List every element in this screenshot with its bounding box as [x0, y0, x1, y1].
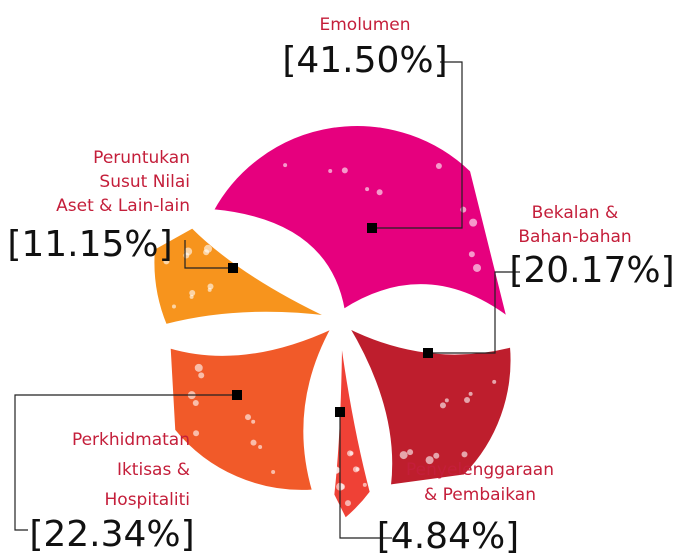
- decor-dot: [298, 493, 306, 501]
- decor-dot: [371, 496, 379, 504]
- decor-dot: [258, 445, 262, 449]
- decor-dot: [328, 169, 332, 173]
- decor-dot: [514, 352, 522, 360]
- decor-dot: [469, 392, 473, 396]
- decor-dot: [283, 163, 287, 167]
- decor-dot: [377, 442, 385, 450]
- decor-dot: [356, 467, 360, 471]
- decor-dot: [205, 326, 209, 330]
- decor-dot: [328, 449, 336, 457]
- decor-dot: [345, 500, 351, 506]
- decor-dot: [219, 182, 227, 190]
- decor-dot: [463, 304, 471, 312]
- decor-dot: [492, 380, 496, 384]
- marker: [232, 390, 242, 400]
- marker: [335, 407, 345, 417]
- decor-dot: [183, 252, 189, 258]
- category-label: Bahan-bahan: [518, 227, 631, 247]
- decor-dot: [223, 245, 231, 253]
- decor-dot: [153, 320, 161, 328]
- decor-dot: [193, 430, 199, 436]
- decor-dot: [195, 364, 203, 372]
- decor-dot: [172, 304, 176, 308]
- value-label: [41.50%]: [282, 40, 447, 81]
- category-label: Bekalan &: [532, 203, 619, 223]
- decor-dot: [251, 420, 255, 424]
- decor-dot: [377, 189, 383, 195]
- decor-dot: [203, 249, 209, 255]
- decor-dot: [462, 451, 468, 457]
- category-label: Iktisas &: [117, 460, 190, 480]
- decor-dot: [366, 449, 370, 453]
- decor-dot: [464, 397, 470, 403]
- decor-dot: [208, 288, 212, 292]
- decor-dot: [193, 400, 199, 406]
- decor-dot: [234, 173, 238, 177]
- category-label: Penyelenggaraan: [406, 460, 554, 480]
- chart: Emolumen [41.50%] Bekalan & Bahan-bahan [20.…: [0, 0, 681, 556]
- decor-dot: [334, 467, 340, 473]
- decor-dot: [469, 219, 477, 227]
- decor-dot: [271, 470, 275, 474]
- decor-dot: [251, 440, 257, 446]
- decor-dot: [290, 493, 294, 497]
- marker: [228, 263, 238, 273]
- decor-dot: [433, 453, 439, 459]
- decor-dot: [469, 335, 473, 339]
- decor-dot: [365, 187, 369, 191]
- decor-dot: [363, 483, 367, 487]
- decor-dot: [460, 207, 466, 213]
- marker: [367, 223, 377, 233]
- category-label: Peruntukan: [93, 148, 190, 168]
- category-label: Perkhidmatan: [72, 430, 190, 450]
- decor-dot: [440, 402, 446, 408]
- category-label: Hospitaliti: [105, 490, 190, 510]
- decor-dot: [400, 451, 408, 459]
- category-label: Emolumen: [320, 15, 411, 35]
- decor-dot: [342, 167, 348, 173]
- decor-dot: [190, 295, 194, 299]
- petal: [169, 327, 333, 491]
- decor-dot: [198, 372, 204, 378]
- decor-dot: [473, 264, 481, 272]
- value-label: [22.34%]: [29, 514, 194, 555]
- marker: [423, 348, 433, 358]
- category-label: Aset & Lain-lain: [56, 196, 190, 216]
- decor-dot: [321, 448, 325, 452]
- category-label: & Pembaikan: [424, 485, 536, 505]
- decor-dot: [436, 163, 442, 169]
- decor-dot: [445, 398, 449, 402]
- value-label: [20.17%]: [509, 250, 674, 291]
- decor-dot: [469, 251, 475, 257]
- decor-dot: [206, 340, 214, 348]
- decor-dot: [350, 451, 354, 455]
- category-label: Susut Nilai: [99, 172, 190, 192]
- decor-dot: [515, 363, 519, 367]
- value-label: [11.15%]: [7, 224, 172, 265]
- decor-dot: [240, 237, 244, 241]
- value-label: [4.84%]: [377, 516, 519, 556]
- decor-dot: [245, 414, 251, 420]
- decor-dot: [407, 449, 413, 455]
